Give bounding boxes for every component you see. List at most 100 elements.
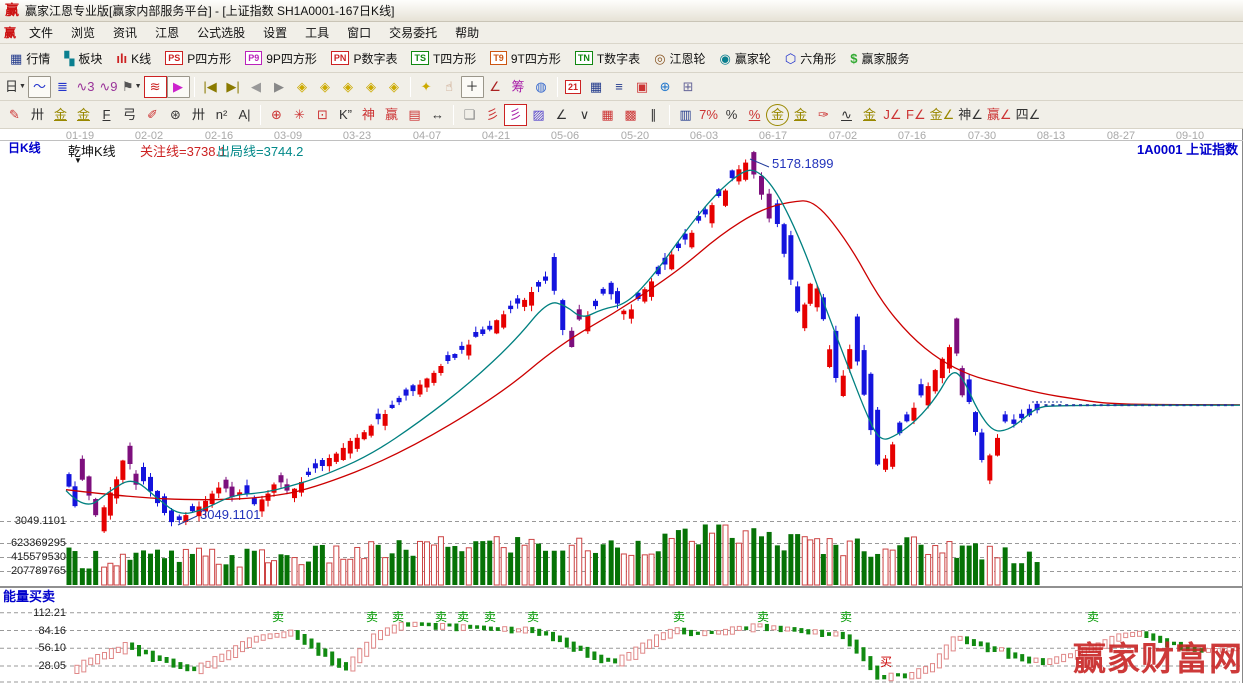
trade-notes-button[interactable]: ≡	[615, 79, 623, 94]
cycle-circle-tool[interactable]: ⊛	[170, 107, 181, 122]
gold-angle-tool[interactable]: 金∠	[929, 107, 955, 122]
draw-brush-tool[interactable]: ✐	[147, 107, 158, 122]
segment-9-button[interactable]: ∿9	[99, 79, 118, 94]
shen-tool[interactable]: 神	[361, 107, 375, 122]
gold-grid-b-tool[interactable]: 金	[76, 107, 90, 122]
kline-button[interactable]: ılı K线	[109, 48, 158, 69]
t-number-table-button[interactable]: TN T数字表	[568, 48, 647, 69]
star-grid-tool[interactable]: ✳	[294, 107, 305, 122]
qiankun-wave-toggle[interactable]: 〜	[27, 75, 51, 98]
j-angle-tool[interactable]: J∠	[883, 107, 902, 122]
expand-both-button[interactable]: ◈	[366, 79, 377, 94]
gold-line2-tool[interactable]: 金	[862, 107, 876, 122]
menu-settings[interactable]: 设置	[263, 26, 288, 40]
last-page-button[interactable]: ▶|	[226, 79, 240, 94]
n-square-tool[interactable]: n²	[215, 107, 228, 122]
ying-tool[interactable]: 赢	[384, 107, 398, 122]
circle-target-tool[interactable]: ⊕	[271, 107, 282, 122]
qiankun-mark-toggle[interactable]: ≋	[143, 75, 167, 98]
f10-info-button[interactable]: ≣	[57, 79, 68, 94]
angle-rays-tool[interactable]: ∠	[555, 107, 568, 122]
parallel-lines-tool[interactable]: ∥	[650, 107, 657, 122]
t-square-button[interactable]: TS T四方形	[404, 48, 483, 69]
page-left-button[interactable]: ◀	[251, 79, 262, 94]
gold-level-tool[interactable]: 金	[793, 107, 807, 122]
gann-grid-tool[interactable]: 卅	[30, 107, 44, 122]
grid-arrow-tool[interactable]: ▩	[624, 107, 637, 122]
menu-browse[interactable]: 浏览	[71, 26, 96, 40]
chip-distribution-button[interactable]: 筹	[511, 79, 525, 94]
kline-style-dropdown[interactable]: 日 ▼	[5, 79, 26, 94]
chart-area[interactable]: 日K线 乾坤K线 ▼ 关注线=3738.1 出局线=3744.2 1A0001 …	[0, 129, 1243, 683]
fan-box-tool[interactable]: 彡	[504, 103, 527, 126]
menu-gann[interactable]: 江恩	[155, 26, 180, 40]
sectors-button[interactable]: ▚ 板块	[57, 48, 109, 69]
menu-window[interactable]: 窗口	[347, 26, 372, 40]
f-angle-tool[interactable]: F∠	[906, 107, 926, 122]
a-channel-tool[interactable]: A|	[238, 107, 251, 122]
period-label[interactable]: 日K线	[8, 141, 41, 155]
zigzag-tool[interactable]: ∨	[579, 107, 590, 122]
time-grid-tool[interactable]: 卅	[191, 107, 205, 122]
9t-square-button[interactable]: T9 9T四方形	[483, 48, 568, 69]
rect-select-tool[interactable]: ❏	[463, 107, 476, 122]
percent-7-tool[interactable]: 7%	[699, 107, 718, 122]
colored-chart-toggle[interactable]: ▶	[166, 75, 190, 98]
shen-angle-tool[interactable]: 神∠	[958, 107, 983, 122]
percent-tool[interactable]: %	[725, 107, 738, 122]
gold-grid-a-tool[interactable]: 金	[53, 107, 67, 122]
si-angle-tool[interactable]: 四∠	[1015, 107, 1041, 122]
ruler-123-tool[interactable]: ▤	[408, 107, 421, 122]
flag-marker-dropdown[interactable]: ⚑ ▼	[121, 79, 142, 94]
calculator-button[interactable]: ▦	[589, 79, 603, 94]
quotes-button[interactable]: ▦ 行情	[3, 48, 57, 69]
red-grid-tool[interactable]: ▦	[601, 107, 614, 122]
hand-tool-button[interactable]: ☝	[445, 79, 453, 94]
gold-circle-tool[interactable]: 金	[766, 103, 789, 126]
winner-wheel-button[interactable]: ◉ 赢家轮	[713, 48, 778, 69]
percent-level-tool[interactable]: %	[748, 107, 761, 122]
f-grid-tool[interactable]: F	[102, 107, 111, 122]
menu-news[interactable]: 资讯	[113, 26, 138, 40]
box-diagonal-tool[interactable]: ▨	[532, 107, 545, 122]
menu-tools[interactable]: 工具	[305, 26, 330, 40]
zoom-reset-button[interactable]: ◈	[389, 79, 400, 94]
segment-3-button[interactable]: ∿3	[76, 79, 95, 94]
winner-service-button[interactable]: $ 赢家服务	[843, 48, 916, 69]
data-download-button[interactable]: ⊞	[682, 79, 694, 94]
kline-chart-canvas[interactable]	[0, 129, 1243, 683]
web-export-button[interactable]: ⊕	[659, 79, 671, 94]
titlebar[interactable]: 赢 赢家江恩专业版[赢家内部服务平台] - [上证指数 SH1A0001-167…	[0, 0, 1243, 22]
menu-formula-stock-pick[interactable]: 公式选股	[197, 26, 246, 40]
menu-file[interactable]: 文件	[29, 26, 54, 40]
volume-profile-tool[interactable]: ▥	[679, 107, 692, 122]
save-button[interactable]: ▣	[635, 79, 649, 94]
brush-one-tool[interactable]: ✑	[818, 107, 829, 122]
spiral-tool[interactable]: 弓	[122, 107, 136, 122]
compress-right-button[interactable]: ◈	[320, 79, 331, 94]
brain-analysis-button[interactable]: ◍	[535, 79, 547, 94]
compress-both-button[interactable]: ◈	[343, 79, 354, 94]
child-window-icon[interactable]: 赢	[4, 25, 17, 40]
wave-ruler-tool[interactable]: ∿	[841, 107, 852, 122]
draw-pen-tool[interactable]: ✎	[9, 107, 20, 122]
page-right-button[interactable]: ▶	[274, 79, 285, 94]
menu-help[interactable]: 帮助	[455, 26, 480, 40]
p-number-table-button[interactable]: PN P数字表	[324, 48, 405, 69]
menu-trade-order[interactable]: 交易委托	[389, 26, 438, 40]
zoom-all-button[interactable]: ✦	[420, 79, 432, 94]
calendar-button[interactable]: 21	[562, 76, 585, 98]
p-square-button[interactable]: PS P四方形	[158, 48, 238, 69]
gann-wheel-button[interactable]: ◎ 江恩轮	[647, 48, 712, 69]
gann-fan-tool[interactable]: 彡	[485, 107, 499, 122]
first-page-button[interactable]: |◀	[203, 79, 217, 94]
angle-measure-button[interactable]: ∠	[489, 79, 501, 94]
ying-angle-tool[interactable]: 赢∠	[986, 107, 1012, 122]
compress-left-button[interactable]: ◈	[297, 79, 308, 94]
crosshair-tool-button[interactable]: ＋	[460, 75, 484, 98]
square-target-tool[interactable]: ⊡	[317, 107, 328, 122]
width-measure-tool[interactable]: ↔	[431, 107, 444, 122]
indicator-name-label[interactable]: 能量买卖	[3, 589, 56, 604]
k-mark-tool[interactable]: K”	[339, 107, 352, 122]
9p-square-button[interactable]: P9 9P四方形	[238, 48, 324, 69]
